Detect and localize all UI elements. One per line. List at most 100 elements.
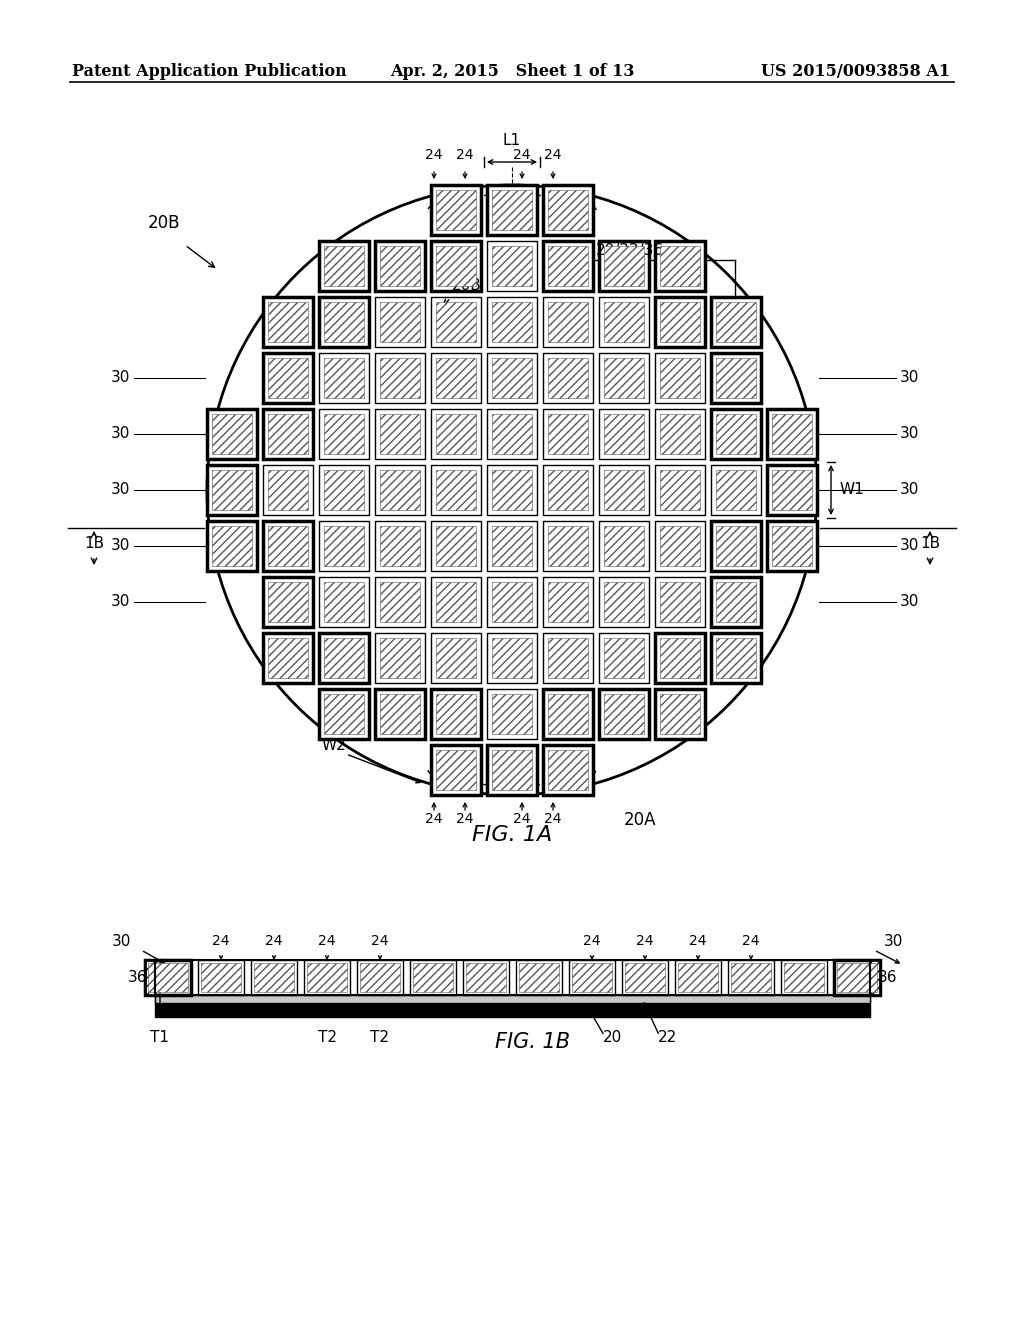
Bar <box>767 465 817 515</box>
Bar <box>660 414 700 454</box>
Bar <box>263 521 313 572</box>
Bar <box>716 525 756 566</box>
Bar <box>319 577 369 627</box>
Bar <box>212 525 252 566</box>
Bar <box>660 582 700 622</box>
Bar <box>660 525 700 566</box>
Text: 24: 24 <box>544 812 562 826</box>
Text: FIG. 1A: FIG. 1A <box>472 825 552 845</box>
Bar <box>834 960 880 995</box>
Bar <box>375 465 425 515</box>
Bar <box>319 689 369 739</box>
Bar <box>599 409 649 459</box>
Bar <box>324 638 364 678</box>
Bar <box>655 577 705 627</box>
Bar <box>543 689 593 739</box>
Bar <box>319 409 369 459</box>
Bar <box>543 577 593 627</box>
Text: 24: 24 <box>212 935 229 948</box>
Bar <box>655 634 705 682</box>
Bar <box>492 358 532 399</box>
Bar <box>599 465 649 515</box>
Bar <box>155 995 870 1003</box>
Bar <box>487 409 537 459</box>
Bar <box>431 577 481 627</box>
Bar <box>604 694 644 734</box>
Bar <box>380 525 420 566</box>
Text: 30: 30 <box>900 483 920 498</box>
Bar <box>436 190 476 230</box>
Bar <box>772 470 812 510</box>
Text: 24: 24 <box>457 148 474 162</box>
Bar <box>375 242 425 290</box>
Text: 30: 30 <box>900 426 920 441</box>
Bar <box>492 190 532 230</box>
Bar <box>543 744 593 795</box>
Bar <box>431 465 481 515</box>
Bar <box>319 634 369 682</box>
Bar <box>519 964 559 993</box>
Bar <box>543 634 593 682</box>
Bar <box>716 582 756 622</box>
Bar <box>436 638 476 678</box>
Bar <box>492 414 532 454</box>
Bar <box>324 582 364 622</box>
Text: 24: 24 <box>584 935 601 948</box>
Bar <box>492 694 532 734</box>
Bar <box>410 960 456 995</box>
Bar <box>716 414 756 454</box>
Text: 20: 20 <box>603 1030 623 1045</box>
Bar <box>212 414 252 454</box>
Bar <box>304 960 350 995</box>
Bar <box>380 246 420 286</box>
Bar <box>548 750 588 789</box>
Bar <box>784 964 824 993</box>
Bar <box>324 358 364 399</box>
Bar <box>655 689 705 739</box>
Bar <box>548 246 588 286</box>
Text: 20B: 20B <box>452 279 481 293</box>
Text: 24: 24 <box>425 812 442 826</box>
Bar <box>728 960 774 995</box>
Bar <box>543 521 593 572</box>
Bar <box>660 470 700 510</box>
Bar <box>548 638 588 678</box>
Bar <box>375 634 425 682</box>
Bar <box>548 470 588 510</box>
Bar <box>380 358 420 399</box>
Bar <box>516 960 562 995</box>
Bar <box>604 358 644 399</box>
Bar <box>207 465 257 515</box>
Bar <box>548 694 588 734</box>
Bar <box>319 352 369 403</box>
Bar <box>716 358 756 399</box>
Bar <box>431 297 481 347</box>
Bar <box>436 246 476 286</box>
Bar <box>487 465 537 515</box>
Bar <box>324 302 364 342</box>
Bar <box>487 634 537 682</box>
Bar <box>711 409 761 459</box>
Bar <box>543 242 593 290</box>
Text: 30: 30 <box>112 935 131 949</box>
Bar <box>716 470 756 510</box>
Text: 1B: 1B <box>84 536 104 550</box>
Bar <box>155 960 870 995</box>
Bar <box>716 638 756 678</box>
Bar <box>492 525 532 566</box>
Text: 20/22/36: 20/22/36 <box>596 243 665 257</box>
Text: US 2015/0093858 A1: US 2015/0093858 A1 <box>761 63 950 81</box>
Bar <box>772 525 812 566</box>
Bar <box>375 297 425 347</box>
Bar <box>604 525 644 566</box>
Bar <box>466 964 506 993</box>
Bar <box>268 302 308 342</box>
Text: 20B: 20B <box>148 214 180 232</box>
Bar <box>660 302 700 342</box>
Bar <box>324 246 364 286</box>
Bar <box>436 525 476 566</box>
Bar <box>604 470 644 510</box>
Bar <box>487 297 537 347</box>
Bar <box>319 297 369 347</box>
Bar <box>604 414 644 454</box>
